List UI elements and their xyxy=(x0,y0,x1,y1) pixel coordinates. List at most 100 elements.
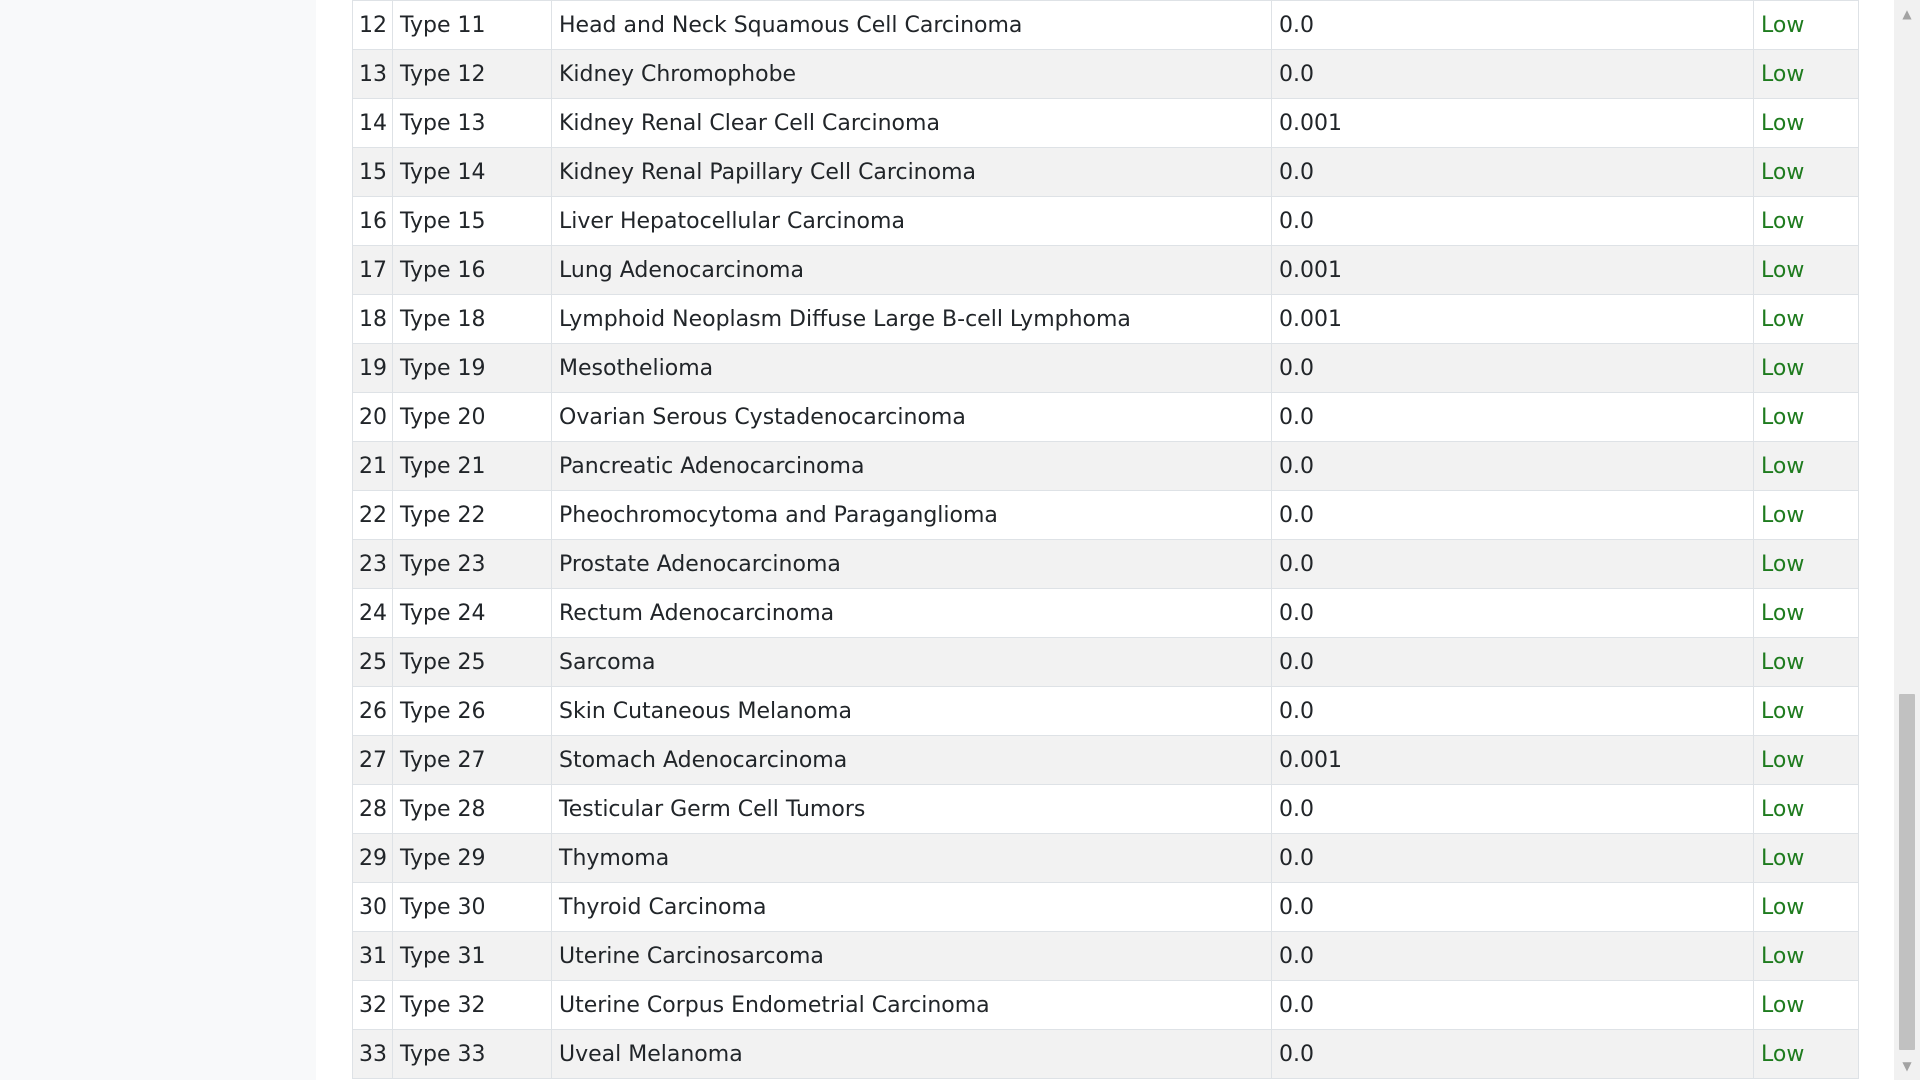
table-row: 25 Type 25 Sarcoma 0.0 Low xyxy=(352,637,1859,687)
cancer-type-id-cell: Type 21 xyxy=(392,441,552,491)
table-row: 22 Type 22 Pheochromocytoma and Paragangli… xyxy=(352,490,1859,540)
score-value-cell: 0.001 xyxy=(1271,98,1754,148)
cancer-type-id-cell: Type 22 xyxy=(392,490,552,540)
cancer-type-id-cell: Type 33 xyxy=(392,1029,552,1079)
row-index-cell: 31 xyxy=(352,931,393,981)
risk-level-cell: Low xyxy=(1753,490,1859,540)
risk-level-cell: Low xyxy=(1753,147,1859,197)
cancer-name-cell: Ovarian Serous Cystadenocarcinoma xyxy=(551,392,1272,442)
score-value-cell: 0.0 xyxy=(1271,1029,1754,1079)
cancer-type-id-cell: Type 29 xyxy=(392,833,552,883)
row-index-cell: 13 xyxy=(352,49,393,99)
score-value-cell: 0.0 xyxy=(1271,49,1754,99)
row-index-cell: 29 xyxy=(352,833,393,883)
risk-level-cell: Low xyxy=(1753,0,1859,50)
score-value-cell: 0.0 xyxy=(1271,441,1754,491)
table-row: 15 Type 14 Kidney Renal Papillary Cell Car… xyxy=(352,147,1859,197)
cancer-type-id-cell: Type 23 xyxy=(392,539,552,589)
cancer-type-id-cell: Type 11 xyxy=(392,0,552,50)
cancer-type-id-cell: Type 32 xyxy=(392,980,552,1030)
score-value-cell: 0.0 xyxy=(1271,637,1754,687)
score-value-cell: 0.0 xyxy=(1271,490,1754,540)
cancer-name-cell: Skin Cutaneous Melanoma xyxy=(551,686,1272,736)
cancer-type-id-cell: Type 16 xyxy=(392,245,552,295)
risk-level-cell: Low xyxy=(1753,833,1859,883)
cancer-name-cell: Testicular Germ Cell Tumors xyxy=(551,784,1272,834)
cancer-type-id-cell: Type 18 xyxy=(392,294,552,344)
left-panel xyxy=(0,0,316,1080)
risk-level-cell: Low xyxy=(1753,735,1859,785)
risk-level-cell: Low xyxy=(1753,686,1859,736)
risk-level-cell: Low xyxy=(1753,245,1859,295)
cancer-type-id-cell: Type 28 xyxy=(392,784,552,834)
cancer-type-id-cell: Type 12 xyxy=(392,49,552,99)
scroll-up-arrow-icon[interactable]: ▲ xyxy=(1902,7,1912,21)
table-row: 14 Type 13 Kidney Renal Clear Cell Carcino… xyxy=(352,98,1859,148)
score-value-cell: 0.0 xyxy=(1271,196,1754,246)
cancer-name-cell: Pheochromocytoma and Paraganglioma xyxy=(551,490,1272,540)
row-index-cell: 18 xyxy=(352,294,393,344)
table-row: 12 Type 11 Head and Neck Squamous Cell Car… xyxy=(352,0,1859,50)
cancer-name-cell: Kidney Renal Papillary Cell Carcinoma xyxy=(551,147,1272,197)
table-row: 32 Type 32 Uterine Corpus Endometrial Carc… xyxy=(352,980,1859,1030)
risk-level-cell: Low xyxy=(1753,931,1859,981)
scrollbar-thumb[interactable] xyxy=(1899,694,1915,1050)
row-index-cell: 16 xyxy=(352,196,393,246)
score-value-cell: 0.0 xyxy=(1271,147,1754,197)
score-value-cell: 0.0 xyxy=(1271,882,1754,932)
score-value-cell: 0.0 xyxy=(1271,392,1754,442)
cancer-name-cell: Head and Neck Squamous Cell Carcinoma xyxy=(551,0,1272,50)
risk-level-cell: Low xyxy=(1753,98,1859,148)
risk-level-cell: Low xyxy=(1753,196,1859,246)
score-value-cell: 0.0 xyxy=(1271,784,1754,834)
cancer-name-cell: Kidney Chromophobe xyxy=(551,49,1272,99)
cancer-name-cell: Thyroid Carcinoma xyxy=(551,882,1272,932)
table-row: 23 Type 23 Prostate Adenocarcinoma 0.0 Low xyxy=(352,539,1859,589)
cancer-name-cell: Kidney Renal Clear Cell Carcinoma xyxy=(551,98,1272,148)
risk-level-cell: Low xyxy=(1753,539,1859,589)
risk-level-cell: Low xyxy=(1753,343,1859,393)
cancer-type-id-cell: Type 26 xyxy=(392,686,552,736)
score-value-cell: 0.0 xyxy=(1271,980,1754,1030)
cancer-name-cell: Prostate Adenocarcinoma xyxy=(551,539,1272,589)
table-row: 13 Type 12 Kidney Chromophobe 0.0 Low xyxy=(352,49,1859,99)
row-index-cell: 12 xyxy=(352,0,393,50)
table-row: 33 Type 33 Uveal Melanoma 0.0 Low xyxy=(352,1029,1859,1079)
row-index-cell: 15 xyxy=(352,147,393,197)
score-value-cell: 0.0 xyxy=(1271,686,1754,736)
cancer-type-id-cell: Type 30 xyxy=(392,882,552,932)
row-index-cell: 32 xyxy=(352,980,393,1030)
row-index-cell: 24 xyxy=(352,588,393,638)
score-value-cell: 0.001 xyxy=(1271,735,1754,785)
table-row: 17 Type 16 Lung Adenocarcinoma 0.001 Low xyxy=(352,245,1859,295)
cancer-name-cell: Stomach Adenocarcinoma xyxy=(551,735,1272,785)
row-index-cell: 26 xyxy=(352,686,393,736)
cancer-type-id-cell: Type 24 xyxy=(392,588,552,638)
risk-level-cell: Low xyxy=(1753,588,1859,638)
risk-level-cell: Low xyxy=(1753,294,1859,344)
cancer-type-id-cell: Type 14 xyxy=(392,147,552,197)
results-table: 12 Type 11 Head and Neck Squamous Cell Car… xyxy=(352,0,1859,1079)
score-value-cell: 0.0 xyxy=(1271,343,1754,393)
table-row: 29 Type 29 Thymoma 0.0 Low xyxy=(352,833,1859,883)
risk-level-cell: Low xyxy=(1753,784,1859,834)
cancer-type-id-cell: Type 19 xyxy=(392,343,552,393)
table-row: 24 Type 24 Rectum Adenocarcinoma 0.0 Low xyxy=(352,588,1859,638)
risk-level-cell: Low xyxy=(1753,882,1859,932)
row-index-cell: 23 xyxy=(352,539,393,589)
score-value-cell: 0.0 xyxy=(1271,0,1754,50)
table-row: 16 Type 15 Liver Hepatocellular Carcinoma 0… xyxy=(352,196,1859,246)
vertical-scrollbar[interactable]: ▲ ▼ xyxy=(1894,0,1920,1080)
cancer-name-cell: Liver Hepatocellular Carcinoma xyxy=(551,196,1272,246)
risk-level-cell: Low xyxy=(1753,980,1859,1030)
cancer-name-cell: Uterine Carcinosarcoma xyxy=(551,931,1272,981)
row-index-cell: 33 xyxy=(352,1029,393,1079)
row-index-cell: 30 xyxy=(352,882,393,932)
cancer-name-cell: Thymoma xyxy=(551,833,1272,883)
scroll-down-arrow-icon[interactable]: ▼ xyxy=(1902,1059,1912,1073)
cancer-name-cell: Pancreatic Adenocarcinoma xyxy=(551,441,1272,491)
cancer-name-cell: Sarcoma xyxy=(551,637,1272,687)
table-row: 31 Type 31 Uterine Carcinosarcoma 0.0 Low xyxy=(352,931,1859,981)
table-row: 21 Type 21 Pancreatic Adenocarcinoma 0.0 Low xyxy=(352,441,1859,491)
cancer-name-cell: Uveal Melanoma xyxy=(551,1029,1272,1079)
